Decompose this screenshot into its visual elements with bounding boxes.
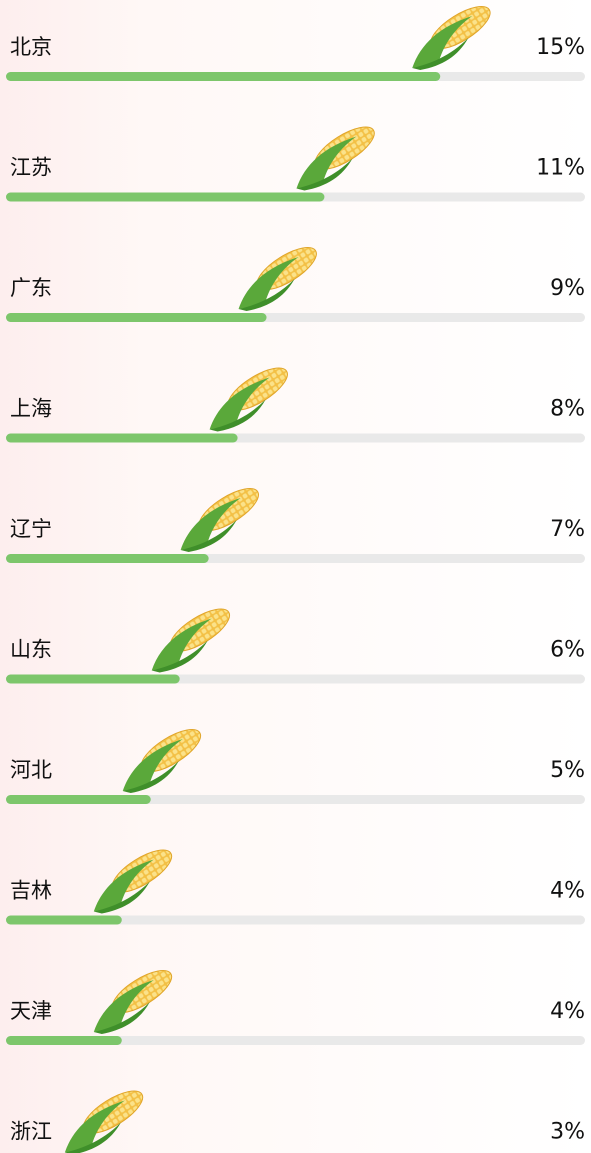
- category-label: 北京: [10, 35, 52, 59]
- category-label: 天津: [10, 999, 52, 1023]
- category-label: 河北: [10, 758, 52, 782]
- value-label: 8%: [550, 397, 585, 422]
- category-label: 辽宁: [10, 517, 52, 541]
- bar-track: [6, 915, 585, 925]
- category-label: 浙江: [10, 1120, 52, 1144]
- value-label: 11%: [536, 156, 585, 181]
- category-label: 吉林: [10, 879, 52, 903]
- bar-track: [6, 1036, 585, 1045]
- bar: [6, 795, 151, 804]
- bar: [6, 674, 180, 684]
- value-label: 7%: [550, 517, 585, 542]
- bar: [6, 554, 209, 563]
- bar: [6, 192, 325, 202]
- value-label: 15%: [536, 35, 585, 60]
- value-label: 9%: [550, 276, 585, 301]
- bar: [6, 72, 441, 81]
- value-label: 6%: [550, 638, 585, 663]
- bar: [6, 1036, 122, 1045]
- category-label: 山东: [10, 638, 52, 662]
- bar: [6, 433, 238, 443]
- value-label: 3%: [550, 1120, 585, 1145]
- value-label: 4%: [550, 879, 585, 904]
- bar-track: [6, 795, 585, 804]
- category-label: 上海: [10, 397, 52, 421]
- category-label: 江苏: [10, 156, 52, 180]
- bar: [6, 915, 122, 925]
- value-label: 4%: [550, 999, 585, 1024]
- bar: [6, 313, 267, 322]
- value-label: 5%: [550, 758, 585, 783]
- category-label: 广东: [10, 276, 52, 300]
